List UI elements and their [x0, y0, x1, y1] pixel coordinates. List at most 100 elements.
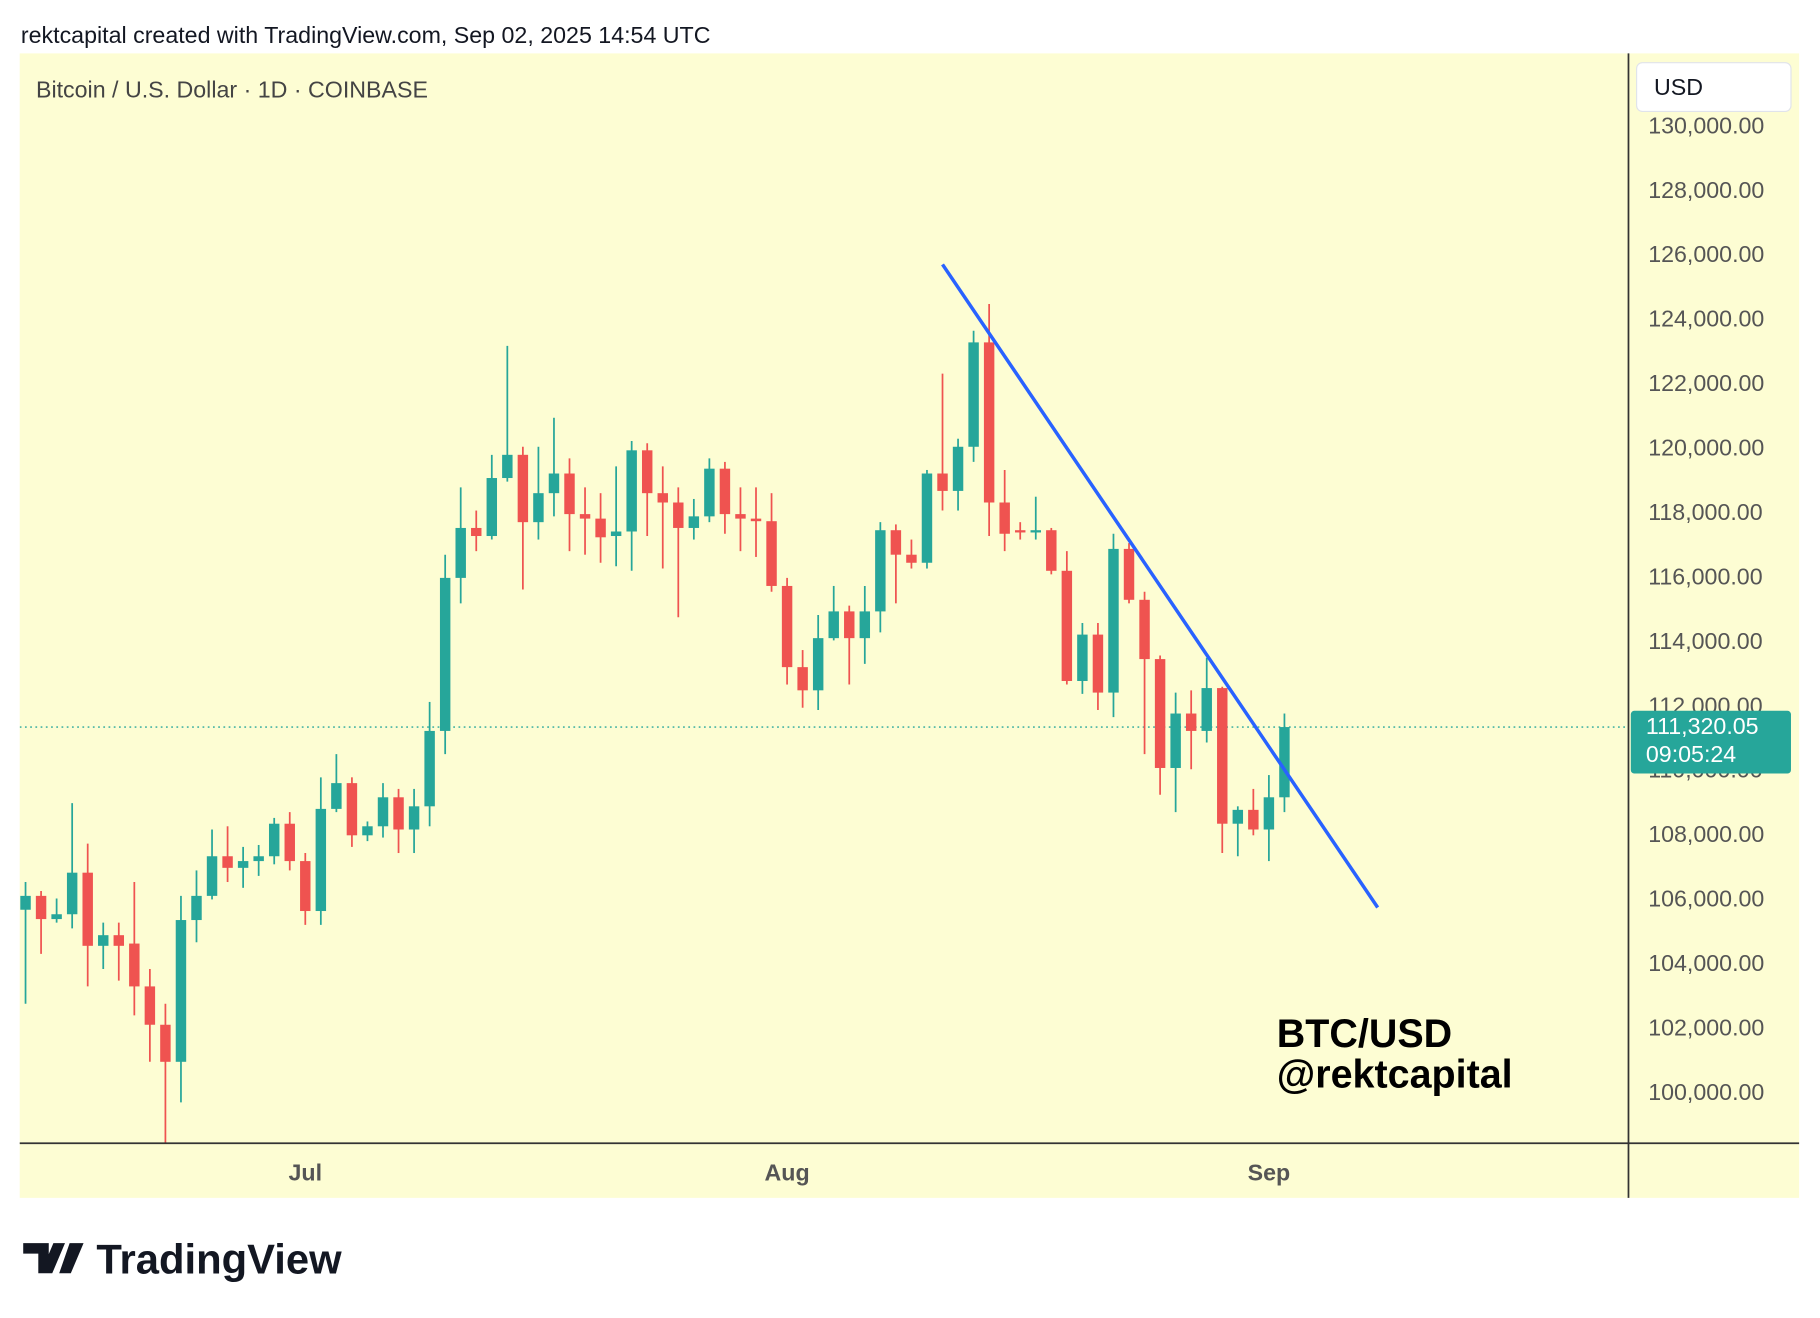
candle-body: [1077, 634, 1088, 681]
last-price-box: [1630, 710, 1791, 774]
candle-body: [999, 502, 1010, 534]
candle-body: [859, 611, 871, 639]
candle-body: [502, 454, 513, 479]
candle-body: [719, 468, 731, 515]
candle-body: [268, 823, 280, 857]
y-tick-label: 102,000.00: [1648, 1014, 1764, 1040]
candle-body: [812, 638, 824, 691]
candle-body: [641, 450, 653, 494]
candle-body: [35, 895, 47, 920]
y-tick-label: 108,000.00: [1648, 821, 1764, 847]
candle-body: [906, 554, 917, 563]
candle-body: [393, 797, 404, 830]
candle-body: [797, 667, 808, 691]
candle-body: [626, 450, 637, 532]
countdown-label: 09:05:24: [1646, 741, 1736, 767]
candle-body: [704, 468, 715, 517]
x-tick-label: Sep: [1248, 1159, 1291, 1185]
candle-body: [875, 530, 886, 612]
candle-body: [113, 935, 125, 946]
candle-body: [657, 493, 668, 503]
candle-body: [175, 920, 187, 1062]
y-tick-label: 114,000.00: [1648, 628, 1762, 654]
y-tick-label: 120,000.00: [1648, 435, 1764, 461]
candle-body: [1248, 809, 1259, 830]
candle-body: [1201, 688, 1212, 731]
y-tick-label: 122,000.00: [1648, 370, 1764, 396]
candle-body: [408, 806, 420, 830]
candle-body: [1108, 548, 1119, 693]
candle-body: [377, 797, 389, 827]
candle-body: [346, 783, 358, 836]
candle-body: [1061, 570, 1073, 681]
candle-body: [284, 823, 295, 862]
y-tick-label: 124,000.00: [1648, 306, 1764, 332]
candle-body: [1154, 659, 1166, 768]
logo-text: TradingView: [96, 1235, 342, 1282]
candle-body: [160, 1024, 171, 1062]
candle-body: [1123, 548, 1135, 600]
candle-body: [921, 473, 933, 563]
candle-body: [1185, 713, 1197, 731]
candle-body: [315, 808, 327, 912]
candle-body: [983, 342, 995, 503]
candle-body: [844, 611, 855, 639]
candle-body: [51, 914, 62, 920]
watermark-text: @rektcapital: [1277, 1053, 1513, 1097]
candle-body: [222, 856, 233, 868]
candle-body: [579, 514, 591, 519]
watermark-text: BTC/USD: [1277, 1012, 1452, 1056]
plot-content: [19, 263, 1629, 1143]
candle-body: [688, 516, 700, 528]
candle-body: [82, 872, 93, 946]
candle-body: [486, 478, 498, 537]
last-price-label: 111,320.05: [1646, 713, 1759, 739]
logo-icon: [23, 1243, 84, 1274]
candle-body: [750, 518, 762, 522]
x-tick-label: Jul: [289, 1159, 323, 1185]
y-tick-label: 130,000.00: [1648, 112, 1764, 138]
tradingview-logo: TradingView: [23, 1235, 342, 1282]
candle-body: [937, 473, 948, 491]
candle-body: [1263, 797, 1275, 830]
candle-body: [890, 530, 902, 555]
candle-body: [424, 730, 435, 807]
candle-body: [362, 826, 373, 836]
candle-body: [455, 527, 466, 578]
candle-body: [1046, 530, 1057, 571]
y-tick-label: 100,000.00: [1648, 1079, 1764, 1105]
chart-background: [19, 53, 1800, 1198]
y-tick-label: 128,000.00: [1648, 177, 1764, 203]
candle-body: [1232, 809, 1244, 824]
currency-box[interactable]: [1636, 62, 1792, 113]
candle-body: [673, 502, 684, 528]
candle-body: [1092, 634, 1104, 693]
candle-body: [439, 577, 451, 731]
currency-label[interactable]: USD: [1654, 74, 1703, 100]
y-tick-label: 104,000.00: [1648, 950, 1764, 976]
candle-body: [191, 895, 202, 921]
candle-body: [548, 473, 560, 494]
trendline: [941, 263, 1380, 909]
x-tick-label: Aug: [765, 1159, 810, 1185]
candle-body: [1217, 688, 1228, 824]
candle-body: [828, 611, 839, 639]
candle-body: [1139, 599, 1150, 660]
y-tick-label: 126,000.00: [1648, 241, 1764, 267]
candle-body: [735, 514, 746, 519]
y-axis: 100,000.00 102,000.00 104,000.00 106,000.00…: [1648, 112, 1764, 1105]
candle-body: [533, 493, 544, 523]
candle-body: [98, 935, 109, 946]
candle-body: [300, 861, 311, 912]
candle-body: [564, 473, 575, 515]
y-tick-label: 106,000.00: [1648, 886, 1764, 912]
y-tick-label: 118,000.00: [1648, 499, 1762, 525]
candle-body: [968, 342, 979, 447]
candle-body: [253, 856, 264, 862]
candle-body: [206, 856, 218, 896]
candle-body: [471, 527, 482, 537]
candle-body: [610, 531, 622, 537]
